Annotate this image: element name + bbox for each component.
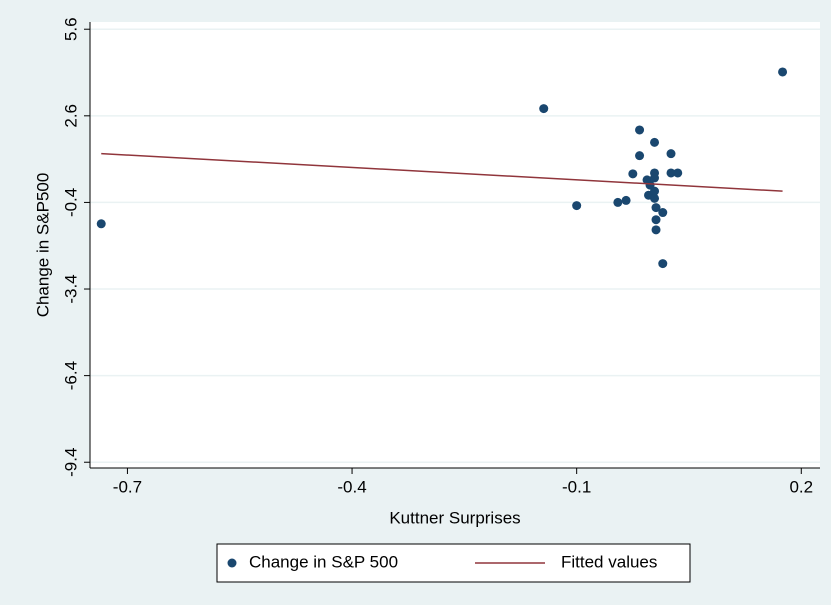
scatter-point <box>635 125 645 135</box>
scatter-point <box>628 169 638 179</box>
y-tick-label: -6.4 <box>61 361 80 390</box>
y-tick-label: -9.4 <box>61 448 80 477</box>
x-tick-label: -0.7 <box>113 477 142 496</box>
scatter-point <box>539 104 549 114</box>
scatter-point <box>651 225 661 235</box>
scatter-point <box>658 259 668 269</box>
x-tick-label: -0.4 <box>337 477 366 496</box>
x-tick-label: 0.2 <box>789 477 813 496</box>
scatter-point <box>666 149 676 159</box>
scatter-point <box>650 186 660 196</box>
y-tick-label: 2.6 <box>61 104 80 128</box>
scatter-point <box>666 168 676 178</box>
scatter-point <box>651 215 661 225</box>
scatter-point <box>621 195 631 205</box>
y-tick-label: -0.4 <box>61 188 80 217</box>
y-axis-title: Change in S&P500 <box>33 173 52 318</box>
scatter-point <box>572 201 582 211</box>
legend-swatch <box>227 558 237 568</box>
fitted-line <box>101 152 783 192</box>
scatter-point <box>650 193 660 203</box>
scatter-point <box>650 173 660 183</box>
scatter-point <box>96 219 106 229</box>
legend-label: Change in S&P 500 <box>249 552 398 571</box>
scatter-point <box>613 197 623 207</box>
scatter-point <box>658 208 668 218</box>
y-tick-label: -3.4 <box>61 274 80 303</box>
legend-box <box>216 543 691 583</box>
scatter-point <box>650 137 660 147</box>
legend-label: Fitted values <box>561 552 657 571</box>
scatter-point <box>778 67 788 77</box>
x-tick-label: -0.1 <box>562 477 591 496</box>
scatter-point <box>651 203 661 213</box>
scatter-point <box>673 168 683 178</box>
x-axis-title: Kuttner Surprises <box>389 508 520 527</box>
plot-area <box>90 22 820 468</box>
y-tick-label: 5.6 <box>61 17 80 41</box>
scatter-point <box>635 151 645 161</box>
